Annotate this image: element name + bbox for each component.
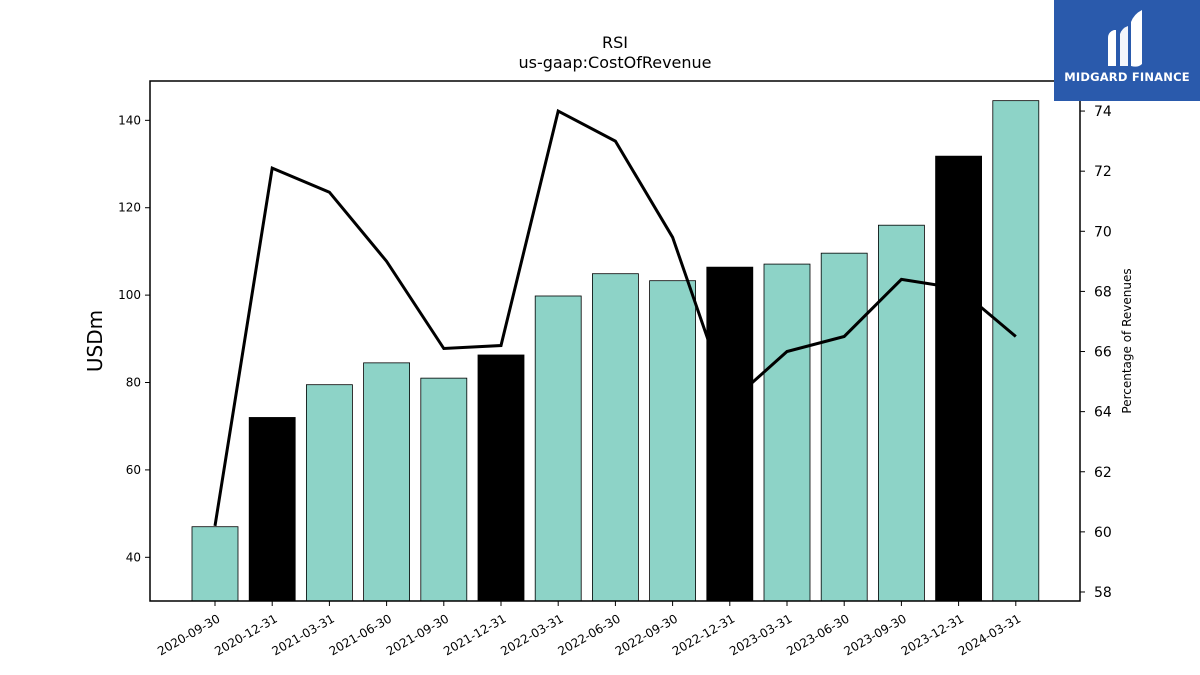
bar-2021-06-30 xyxy=(363,362,411,602)
x-tick-label: 2022-06-30 xyxy=(555,611,622,658)
x-tick-label: 2023-12-31 xyxy=(899,611,966,658)
bar-2020-12-31 xyxy=(248,417,296,602)
x-tick-label: 2021-06-30 xyxy=(327,611,394,658)
bar-2022-09-30 xyxy=(649,280,696,602)
bar-2021-12-31 xyxy=(477,354,525,602)
y-tick-label: 60 xyxy=(126,463,141,477)
y2-tick-label: 64 xyxy=(1094,405,1112,421)
brand-logo: MIDGARD FINANCE xyxy=(1054,0,1200,101)
y-axis-left: 40 60 80 100 120 140 xyxy=(118,113,150,564)
bar-2024-03-31 xyxy=(992,100,1040,602)
x-tick-label: 2020-09-30 xyxy=(155,611,222,658)
bar-2021-09-30 xyxy=(420,377,468,602)
x-tick-label: 2021-09-30 xyxy=(384,611,451,658)
x-tick-label: 2020-12-31 xyxy=(212,611,279,658)
logo-mark-icon xyxy=(1108,10,1142,67)
x-tick-label: 2021-12-31 xyxy=(441,611,508,658)
y-tick-label: 100 xyxy=(118,288,141,302)
y-tick-label: 40 xyxy=(126,550,141,564)
y-axis-right: 58 60 62 64 66 68 70 72 74 xyxy=(1080,104,1112,601)
x-tick-label: 2021-03-31 xyxy=(269,611,336,658)
chart-title: RSI xyxy=(602,33,628,52)
y2-tick-label: 60 xyxy=(1094,525,1112,541)
percentage-line xyxy=(213,108,1017,527)
y2-tick-label: 68 xyxy=(1094,284,1112,300)
bar-2023-03-31 xyxy=(763,263,811,602)
y-axis-label-right: Percentage of Revenues xyxy=(1120,268,1134,413)
bar-2023-09-30 xyxy=(878,224,925,602)
x-tick-label: 2023-06-30 xyxy=(784,611,851,658)
x-tick-label: 2023-09-30 xyxy=(841,611,908,658)
x-tick-label: 2022-09-30 xyxy=(613,611,680,658)
y2-tick-label: 70 xyxy=(1094,224,1112,240)
y2-tick-label: 66 xyxy=(1094,345,1112,361)
y2-tick-label: 62 xyxy=(1094,465,1112,481)
y2-tick-label: 58 xyxy=(1094,585,1112,601)
bar-2022-06-30 xyxy=(592,273,639,602)
y-tick-label: 80 xyxy=(126,376,141,390)
bar-2022-03-31 xyxy=(534,295,582,602)
line-layer xyxy=(213,108,1017,527)
y-axis-label-left: USDm xyxy=(83,310,107,372)
logo-text: MIDGARD FINANCE xyxy=(1064,70,1190,84)
chart-subtitle: us-gaap:CostOfRevenue xyxy=(518,53,711,72)
y2-tick-label: 74 xyxy=(1094,104,1112,120)
bar-2022-12-31 xyxy=(706,266,754,602)
x-tick-label: 2022-12-31 xyxy=(670,611,737,658)
bars-layer xyxy=(191,100,1040,602)
x-tick-label: 2022-03-31 xyxy=(498,611,565,658)
bar-2023-06-30 xyxy=(820,252,868,602)
bar-2021-03-31 xyxy=(305,384,353,602)
y2-tick-label: 72 xyxy=(1094,164,1112,180)
y-tick-label: 140 xyxy=(118,113,141,127)
x-tick-label: 2024-03-31 xyxy=(956,611,1023,658)
y-tick-label: 120 xyxy=(118,201,141,215)
bar-2023-12-31 xyxy=(935,155,982,602)
x-tick-label: 2023-03-31 xyxy=(727,611,794,658)
bar-2020-09-30 xyxy=(191,526,239,602)
x-axis: 2020-09-302020-12-312021-03-312021-06-30… xyxy=(155,601,1023,658)
